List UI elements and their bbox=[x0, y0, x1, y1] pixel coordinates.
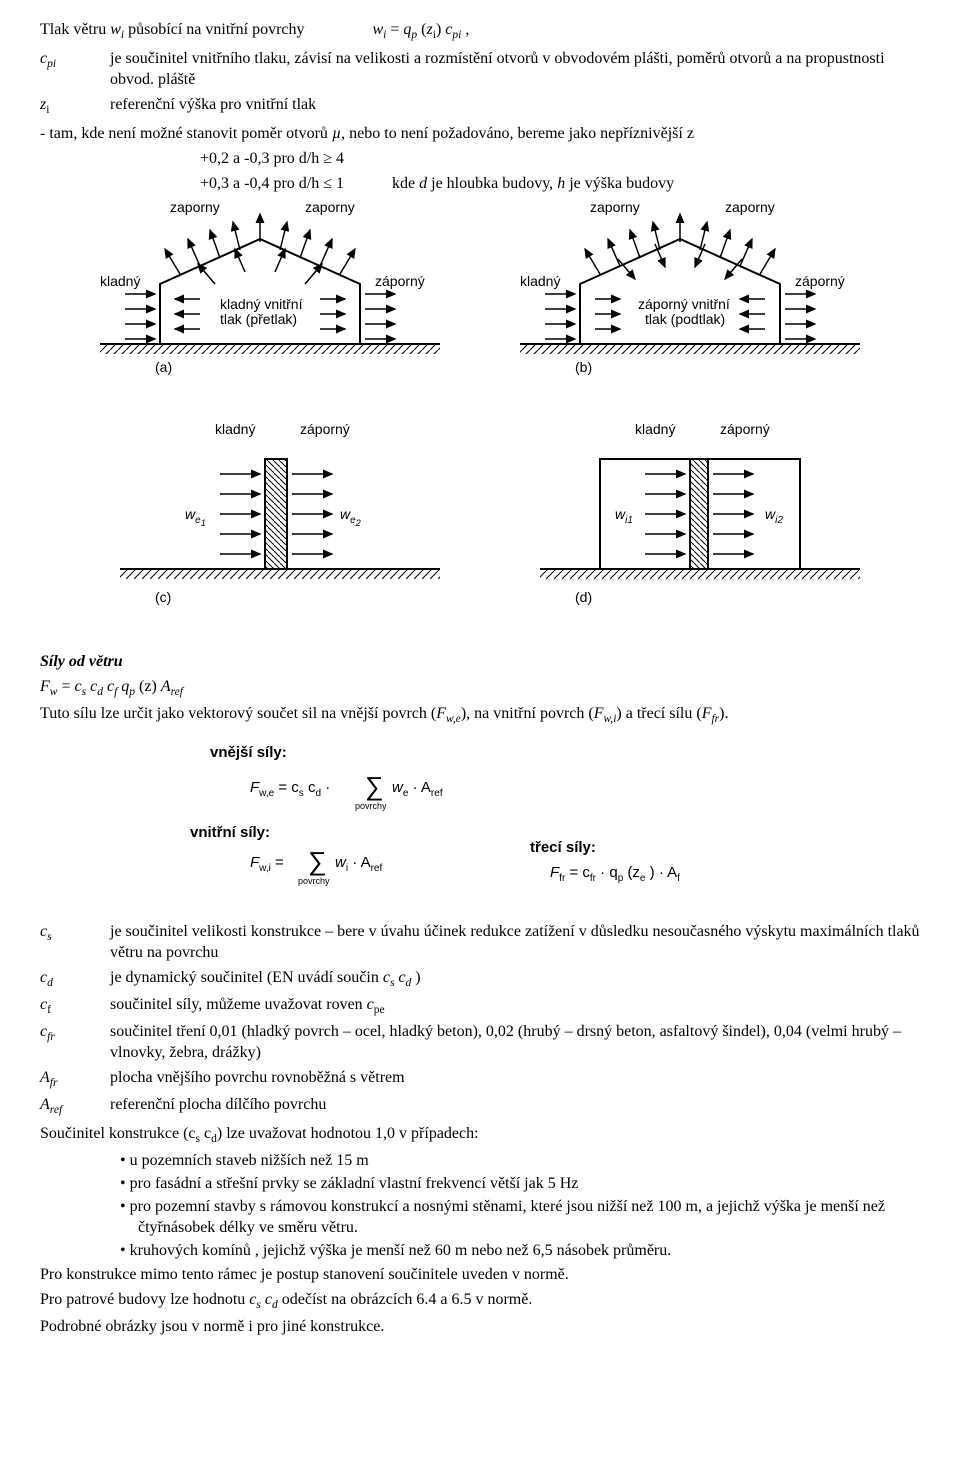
figure-force-formulas: vnější síly: Fw,e = cs cd · ∑ povrchy we… bbox=[130, 737, 830, 912]
lbl-klad: kladný bbox=[100, 273, 140, 289]
svg-text:záporný: záporný bbox=[795, 273, 845, 289]
lbl-zap: záporný bbox=[375, 273, 425, 289]
svg-text:tlak (podtlak): tlak (podtlak) bbox=[645, 311, 725, 327]
bullet-1: u pozemních staveb nižších než 15 m bbox=[120, 1151, 920, 1172]
svg-text:(b): (b) bbox=[575, 359, 592, 375]
svg-text:Fw,e = cs cd: Fw,e = cs cd · bbox=[250, 779, 330, 800]
svg-text:(d): (d) bbox=[575, 589, 592, 605]
svg-text:záporný: záporný bbox=[590, 204, 640, 215]
svg-text:we2: we2 bbox=[340, 506, 361, 528]
svg-text:povrchy: povrchy bbox=[355, 801, 387, 811]
bullet-4: kruhových komínů , jejichž výška je menš… bbox=[120, 1241, 920, 1262]
svg-text:we1: we1 bbox=[185, 506, 206, 528]
svg-text:záporný: záporný bbox=[300, 421, 350, 437]
para-norm1: Pro konstrukce mimo tento rámec je postu… bbox=[40, 1265, 920, 1286]
figure-pressure-diagrams: záporný záporný kladný záporný kladný vn… bbox=[50, 204, 910, 634]
svg-text:kladný: kladný bbox=[215, 421, 255, 437]
svg-text:∑: ∑ bbox=[308, 846, 327, 876]
svg-text:Fw,i =: Fw,i = bbox=[250, 854, 284, 875]
para-cscd: Součinitel konstrukce (cs cd) lze uvažov… bbox=[40, 1124, 920, 1147]
para-norm2: Pro patrové budovy lze hodnotu cs cd ode… bbox=[40, 1290, 920, 1313]
svg-text:povrchy: povrchy bbox=[298, 876, 330, 886]
svg-text:wi1: wi1 bbox=[615, 506, 633, 526]
svg-text:záporný vnitřní: záporný vnitřní bbox=[638, 296, 730, 312]
svg-text:we · Aref: we · Aref bbox=[392, 779, 443, 800]
svg-text:vnější síly:: vnější síly: bbox=[210, 744, 287, 761]
bullet-2: pro fasádní a střešní prvky se základní … bbox=[120, 1174, 920, 1195]
para-mu: - tam, kde není možné stanovit poměr otv… bbox=[40, 124, 920, 145]
svg-text:Ffr = cfr · qp: Ffr = cfr · qp (ze ) · Af bbox=[550, 864, 680, 885]
lbl-zap: záporný bbox=[305, 204, 355, 215]
para-cond1: +0,2 a -0,3 pro d/h ≥ 4 bbox=[200, 149, 920, 170]
lbl-a: (a) bbox=[155, 359, 172, 375]
heading-sily: Síly od větru bbox=[40, 652, 920, 673]
para-cond2: +0,3 a -0,4 pro d/h ≤ 1 kde d je hloubka… bbox=[200, 174, 920, 195]
eq-fw: Fw = cs cd cf qp (z) Aref bbox=[40, 677, 920, 700]
bullet-3: pro pozemní stavby s rámovou konstrukcí … bbox=[120, 1197, 920, 1239]
svg-text:kladný: kladný bbox=[635, 421, 675, 437]
lbl-kvt: kladný vnitřní bbox=[220, 296, 303, 312]
svg-text:kladný: kladný bbox=[520, 273, 560, 289]
para-norm3: Podrobné obrázky jsou v normě i pro jiné… bbox=[40, 1317, 920, 1338]
para-wind-pressure: Tlak větru wi působící na vnitřní povrch… bbox=[40, 20, 920, 43]
svg-text:wi · Aref: wi · Aref bbox=[335, 854, 382, 875]
lbl-tp: tlak (přetlak) bbox=[220, 311, 297, 327]
para-vector-sum: Tuto sílu lze určit jako vektorový souče… bbox=[40, 704, 920, 727]
svg-text:(c): (c) bbox=[155, 589, 171, 605]
svg-text:záporný: záporný bbox=[725, 204, 775, 215]
svg-text:vnitřní síly:: vnitřní síly: bbox=[190, 824, 270, 841]
svg-text:záporný: záporný bbox=[720, 421, 770, 437]
coef-definitions: cs je součinitel velikosti konstrukce – … bbox=[40, 922, 920, 1118]
def-cpi-zi: cpi je součinitel vnitřního tlaku, závis… bbox=[40, 49, 920, 118]
lbl-zap: záporný bbox=[170, 204, 220, 215]
svg-text:wi2: wi2 bbox=[765, 506, 783, 526]
bullet-list: u pozemních staveb nižších než 15 m pro … bbox=[120, 1151, 920, 1261]
svg-text:∑: ∑ bbox=[365, 771, 384, 801]
svg-text:třecí síly:: třecí síly: bbox=[530, 839, 596, 856]
